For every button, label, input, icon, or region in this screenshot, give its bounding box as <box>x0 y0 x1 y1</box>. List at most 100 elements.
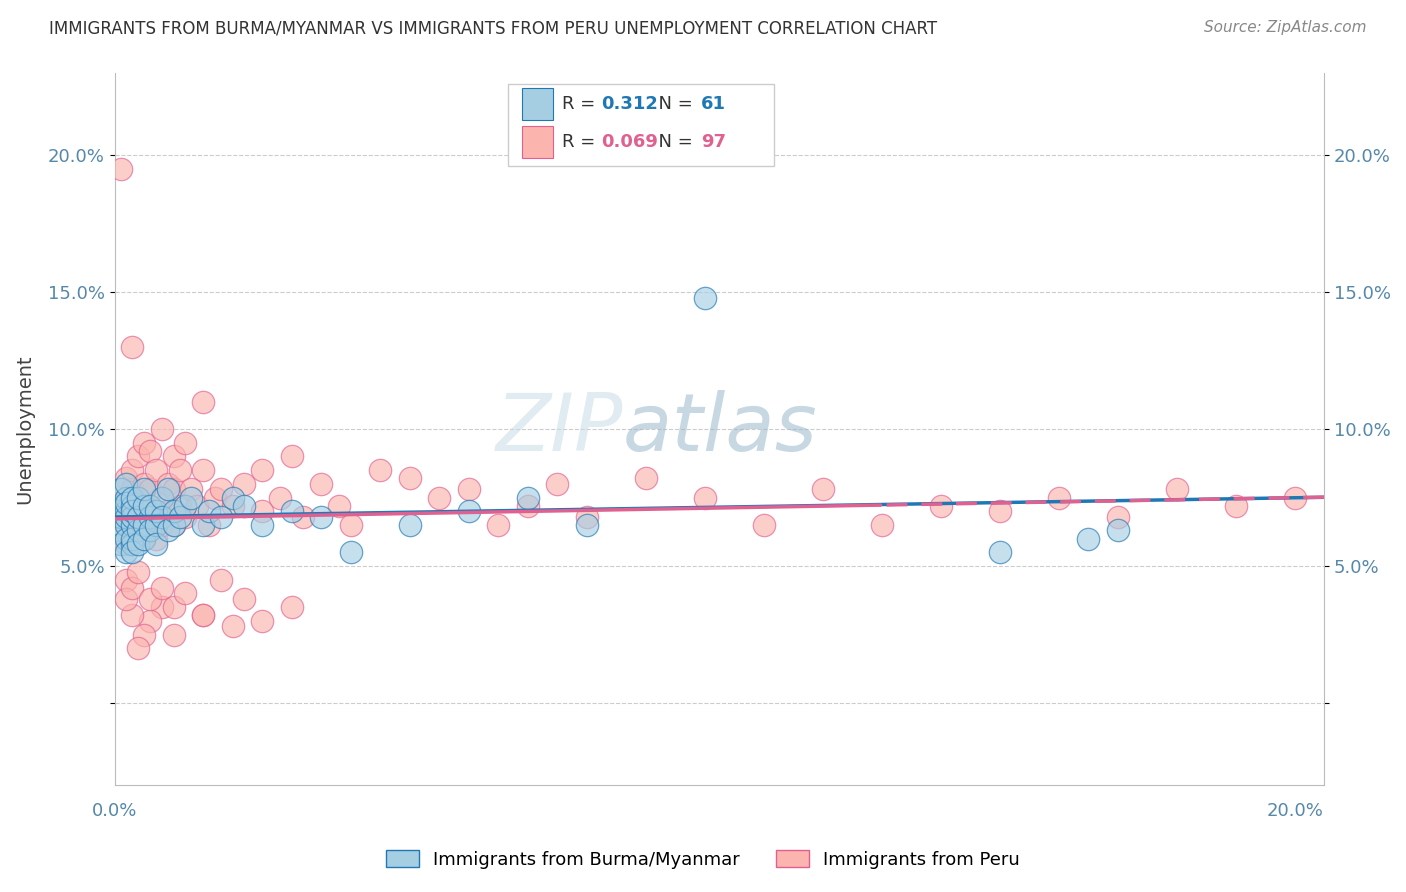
Point <box>204 491 226 505</box>
Point <box>162 627 184 641</box>
Point <box>191 518 214 533</box>
Point <box>546 476 568 491</box>
Text: N =: N = <box>647 95 699 112</box>
FancyBboxPatch shape <box>522 87 553 120</box>
Point <box>1107 524 1129 538</box>
Point <box>110 509 132 524</box>
Point <box>121 491 143 505</box>
Point <box>162 600 184 615</box>
Point <box>115 591 138 606</box>
Point <box>693 491 716 505</box>
Point <box>145 463 167 477</box>
Point <box>134 499 156 513</box>
Point <box>156 504 179 518</box>
Point <box>127 509 149 524</box>
Point <box>134 518 156 533</box>
Point <box>127 537 149 551</box>
Point <box>139 509 162 524</box>
Point <box>121 463 143 477</box>
Point <box>150 518 173 533</box>
Point <box>139 444 162 458</box>
Point <box>115 532 138 546</box>
Point <box>115 573 138 587</box>
Point <box>191 463 214 477</box>
Point <box>233 591 256 606</box>
Point <box>575 518 598 533</box>
Point <box>368 463 391 477</box>
Point <box>221 619 243 633</box>
Text: atlas: atlas <box>623 390 817 468</box>
Point <box>121 509 143 524</box>
FancyBboxPatch shape <box>522 126 553 158</box>
Point <box>145 504 167 518</box>
Point <box>186 499 208 513</box>
Point <box>145 532 167 546</box>
Point <box>209 509 232 524</box>
Point <box>139 499 162 513</box>
Point <box>457 504 479 518</box>
Point <box>110 161 132 176</box>
Point <box>115 545 138 559</box>
Point <box>250 614 273 628</box>
Point <box>150 600 173 615</box>
Point <box>516 499 538 513</box>
Point <box>280 450 302 464</box>
Point <box>145 518 167 533</box>
Point <box>169 463 191 477</box>
Point <box>121 532 143 546</box>
Point <box>309 476 332 491</box>
Text: ZIP: ZIP <box>495 390 623 468</box>
Point <box>1284 491 1306 505</box>
Point <box>110 483 132 497</box>
Point <box>162 518 184 533</box>
Point <box>1225 499 1247 513</box>
Point <box>156 524 179 538</box>
Point <box>427 491 450 505</box>
Point <box>221 499 243 513</box>
Point <box>115 471 138 485</box>
Point <box>127 524 149 538</box>
Point <box>139 483 162 497</box>
Point <box>174 586 197 600</box>
Point <box>121 537 143 551</box>
Point <box>162 518 184 533</box>
Point <box>328 499 350 513</box>
Point <box>811 483 834 497</box>
FancyBboxPatch shape <box>508 84 773 166</box>
Point <box>127 491 149 505</box>
Y-axis label: Unemployment: Unemployment <box>15 354 34 504</box>
Point <box>870 518 893 533</box>
Point <box>115 496 138 510</box>
Point <box>110 524 132 538</box>
Point <box>634 471 657 485</box>
Point <box>191 608 214 623</box>
Point <box>169 499 191 513</box>
Point <box>1047 491 1070 505</box>
Point <box>115 504 138 518</box>
Point <box>233 499 256 513</box>
Point <box>1166 483 1188 497</box>
Point <box>121 340 143 354</box>
Point <box>134 499 156 513</box>
Point <box>115 518 138 533</box>
Point <box>575 509 598 524</box>
Point <box>134 532 156 546</box>
Point <box>280 600 302 615</box>
Point <box>110 496 132 510</box>
Text: 0.069: 0.069 <box>600 133 658 151</box>
Point <box>292 509 315 524</box>
Point <box>250 504 273 518</box>
Point <box>191 394 214 409</box>
Point <box>110 509 132 524</box>
Point <box>134 476 156 491</box>
Point <box>127 450 149 464</box>
Text: R =: R = <box>562 95 602 112</box>
Point <box>1107 509 1129 524</box>
Point <box>221 491 243 505</box>
Point <box>233 476 256 491</box>
Point <box>115 537 138 551</box>
Point <box>134 435 156 450</box>
Point <box>139 524 162 538</box>
Point <box>339 545 361 559</box>
Point <box>121 545 143 559</box>
